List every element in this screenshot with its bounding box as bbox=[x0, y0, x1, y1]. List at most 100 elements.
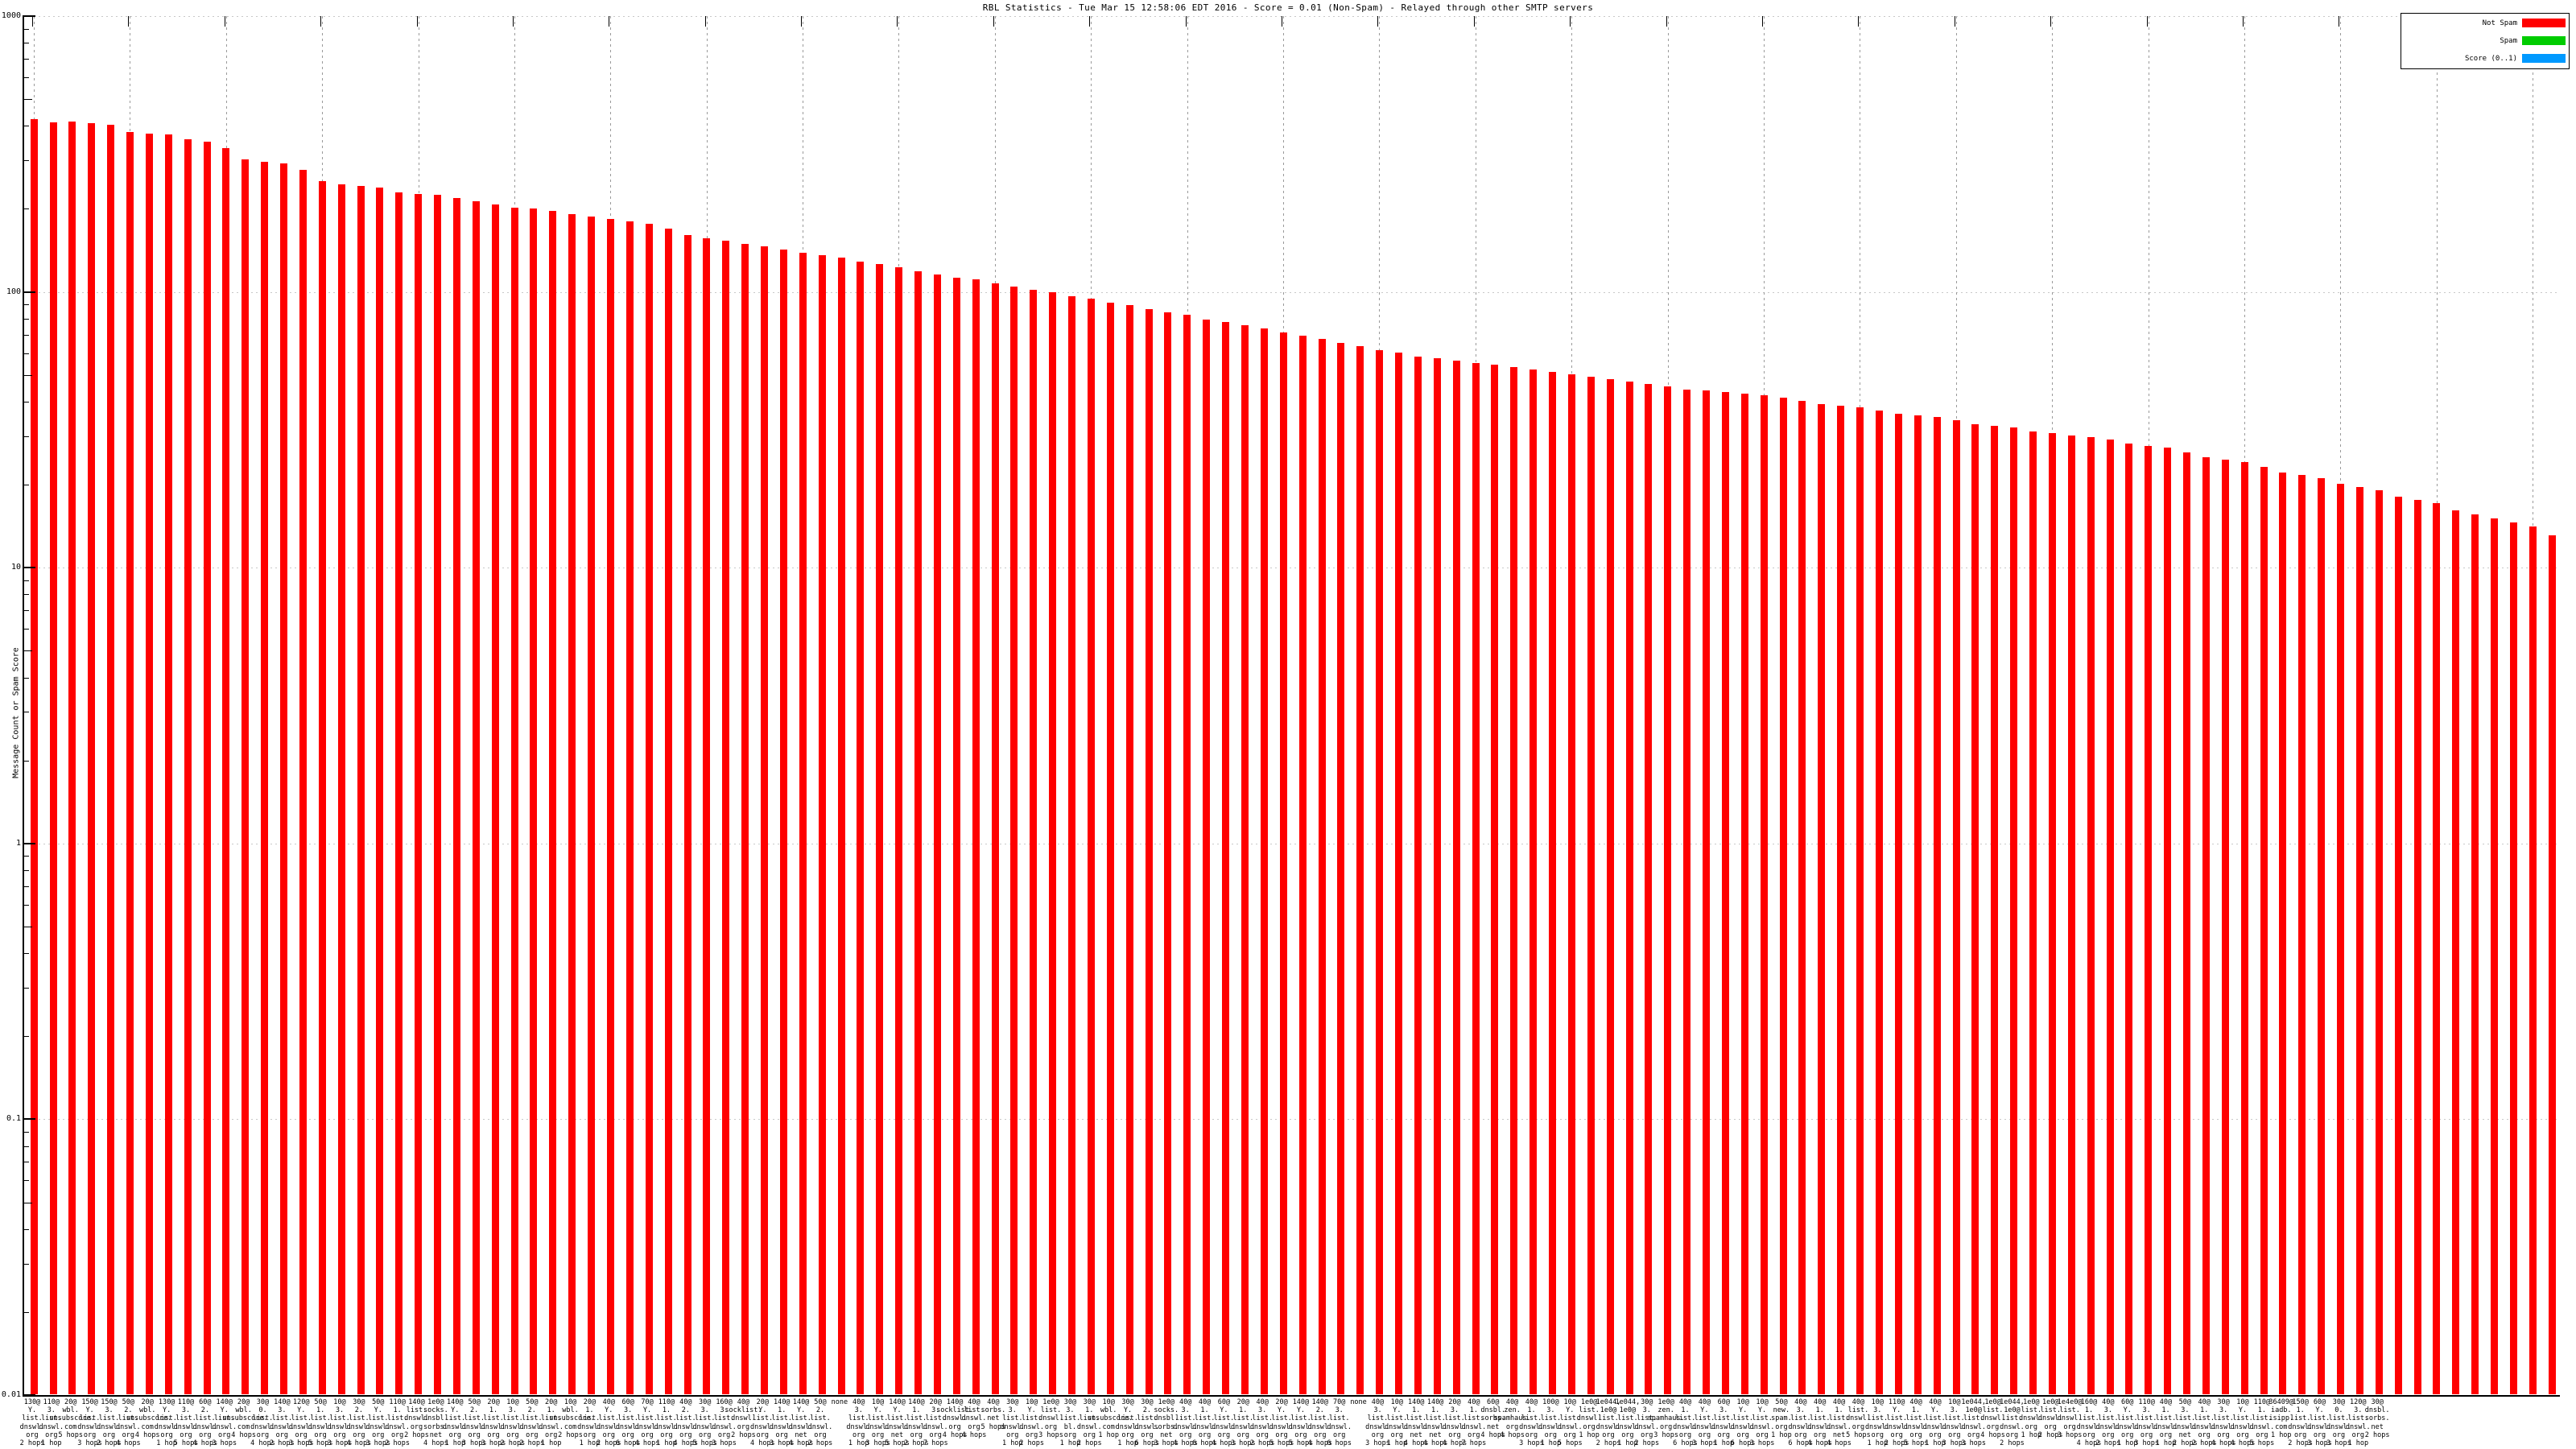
bar[interactable] bbox=[1530, 369, 1537, 1394]
bar[interactable] bbox=[126, 132, 134, 1394]
bar[interactable] bbox=[626, 221, 634, 1394]
bar[interactable] bbox=[1049, 292, 1056, 1394]
bar[interactable] bbox=[1587, 377, 1595, 1394]
bar[interactable] bbox=[1319, 339, 1326, 1394]
bar[interactable] bbox=[2029, 431, 2037, 1394]
bar[interactable] bbox=[857, 262, 864, 1394]
bar[interactable] bbox=[1203, 320, 1210, 1394]
bar[interactable] bbox=[1356, 346, 1364, 1394]
bar[interactable] bbox=[1280, 332, 1287, 1394]
bar[interactable] bbox=[319, 181, 326, 1394]
bar[interactable] bbox=[1780, 398, 1787, 1394]
bar[interactable] bbox=[1376, 350, 1383, 1394]
bar[interactable] bbox=[1607, 379, 1614, 1394]
bar[interactable] bbox=[50, 122, 57, 1394]
bar[interactable] bbox=[1549, 372, 1556, 1394]
bar[interactable] bbox=[2298, 475, 2306, 1394]
bar[interactable] bbox=[1971, 424, 1979, 1394]
bar[interactable] bbox=[703, 238, 710, 1394]
bar[interactable] bbox=[838, 258, 845, 1394]
bar[interactable] bbox=[2433, 503, 2440, 1394]
bar[interactable] bbox=[2376, 490, 2383, 1394]
bar[interactable] bbox=[1126, 305, 1133, 1394]
bar[interactable] bbox=[299, 170, 307, 1394]
bar[interactable] bbox=[2318, 478, 2325, 1394]
bar[interactable] bbox=[395, 192, 402, 1394]
bar[interactable] bbox=[1030, 290, 1037, 1394]
bar[interactable] bbox=[2145, 446, 2152, 1394]
bar[interactable] bbox=[1183, 315, 1191, 1394]
bar[interactable] bbox=[1414, 357, 1422, 1394]
bar[interactable] bbox=[2107, 440, 2114, 1394]
bar[interactable] bbox=[1683, 390, 1690, 1394]
bar[interactable] bbox=[2125, 444, 2132, 1394]
bar[interactable] bbox=[722, 241, 729, 1394]
bar[interactable] bbox=[1453, 361, 1460, 1394]
bar[interactable] bbox=[357, 186, 365, 1394]
bar[interactable] bbox=[1722, 392, 1729, 1394]
bar[interactable] bbox=[1664, 386, 1671, 1394]
bar[interactable] bbox=[280, 163, 287, 1394]
bar[interactable] bbox=[2164, 448, 2171, 1394]
bar[interactable] bbox=[1876, 411, 1883, 1394]
bar[interactable] bbox=[473, 201, 480, 1394]
bar[interactable] bbox=[646, 224, 653, 1394]
bar[interactable] bbox=[88, 123, 95, 1394]
bar[interactable] bbox=[1068, 296, 1075, 1394]
bar[interactable] bbox=[204, 142, 211, 1394]
bar[interactable] bbox=[1491, 365, 1498, 1394]
bar[interactable] bbox=[2395, 497, 2402, 1394]
bar[interactable] bbox=[1299, 336, 1307, 1394]
bar[interactable] bbox=[492, 204, 499, 1394]
bar[interactable] bbox=[1798, 401, 1806, 1394]
bar[interactable] bbox=[1568, 374, 1575, 1394]
bar[interactable] bbox=[530, 208, 537, 1394]
bar[interactable] bbox=[1146, 309, 1153, 1394]
bar[interactable] bbox=[2356, 487, 2363, 1394]
bar[interactable] bbox=[2183, 452, 2190, 1394]
bar[interactable] bbox=[376, 188, 383, 1394]
bar[interactable] bbox=[2049, 433, 2056, 1394]
bar[interactable] bbox=[2510, 522, 2517, 1394]
bar[interactable] bbox=[511, 208, 518, 1394]
bar[interactable] bbox=[914, 271, 922, 1394]
bar[interactable] bbox=[1818, 404, 1825, 1394]
bar[interactable] bbox=[146, 134, 153, 1394]
bar[interactable] bbox=[1837, 406, 1844, 1394]
bar[interactable] bbox=[799, 253, 807, 1394]
bar[interactable] bbox=[780, 250, 787, 1394]
bar[interactable] bbox=[568, 214, 576, 1394]
bar[interactable] bbox=[2222, 460, 2229, 1394]
bar[interactable] bbox=[2491, 518, 2498, 1394]
bar[interactable] bbox=[338, 184, 345, 1394]
bar[interactable] bbox=[1895, 414, 1902, 1394]
bar[interactable] bbox=[453, 198, 460, 1394]
bar[interactable] bbox=[953, 278, 960, 1394]
bar[interactable] bbox=[1914, 415, 1922, 1394]
bar[interactable] bbox=[2010, 427, 2017, 1394]
bar[interactable] bbox=[2414, 500, 2421, 1394]
bar[interactable] bbox=[242, 159, 249, 1394]
bar[interactable] bbox=[1953, 420, 1960, 1394]
bar[interactable] bbox=[1856, 407, 1864, 1394]
bar[interactable] bbox=[2471, 514, 2479, 1394]
bar[interactable] bbox=[434, 195, 441, 1394]
bar[interactable] bbox=[2241, 462, 2248, 1394]
bar[interactable] bbox=[2529, 526, 2537, 1394]
bar[interactable] bbox=[1626, 382, 1633, 1394]
bar[interactable] bbox=[31, 119, 38, 1394]
bar[interactable] bbox=[761, 246, 768, 1394]
bar[interactable] bbox=[1934, 417, 1941, 1394]
bar[interactable] bbox=[819, 255, 826, 1394]
bar[interactable] bbox=[972, 279, 980, 1394]
bar[interactable] bbox=[1645, 384, 1652, 1394]
bar[interactable] bbox=[1088, 299, 1095, 1394]
bar[interactable] bbox=[1241, 325, 1249, 1394]
bar[interactable] bbox=[607, 219, 614, 1394]
bar[interactable] bbox=[1222, 322, 1229, 1394]
bar[interactable] bbox=[165, 134, 172, 1394]
bar[interactable] bbox=[1395, 353, 1402, 1394]
bar[interactable] bbox=[222, 148, 229, 1394]
bar[interactable] bbox=[1510, 367, 1517, 1394]
bar[interactable] bbox=[2068, 436, 2075, 1394]
